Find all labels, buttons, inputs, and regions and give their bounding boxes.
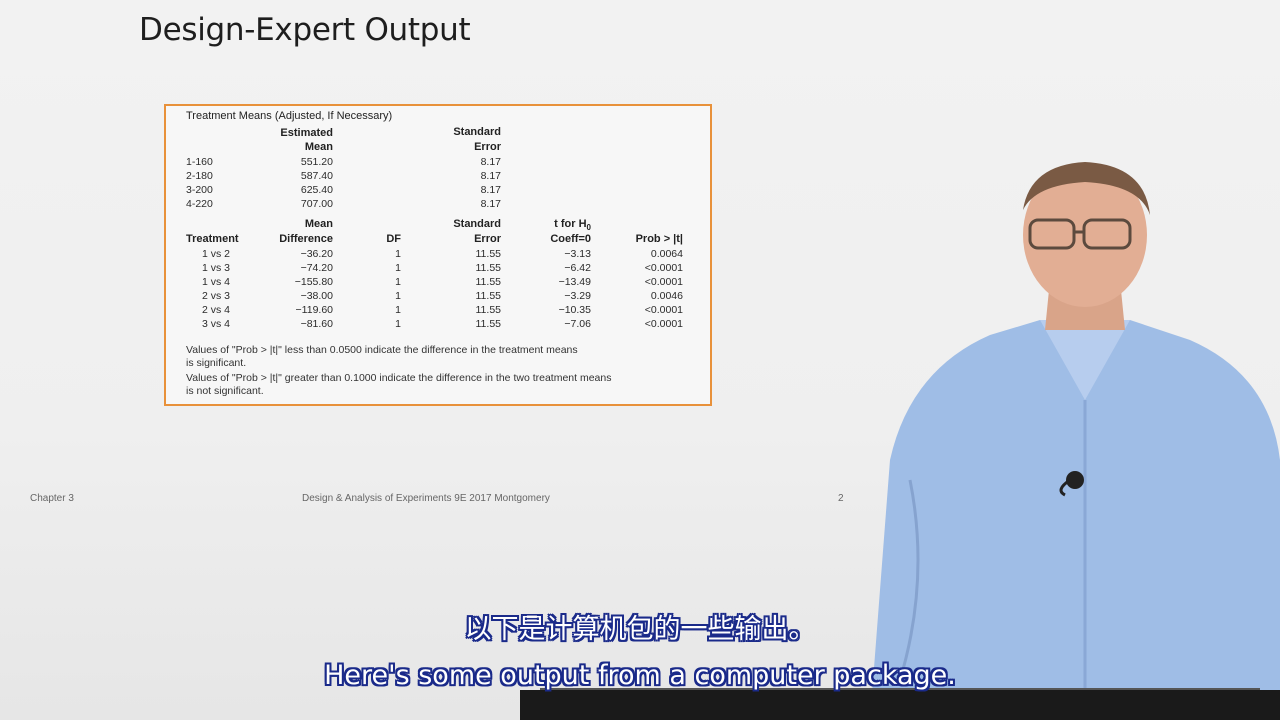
diff-row-difference: −36.20 bbox=[300, 248, 333, 260]
diff-row-treatment: 1 vs 2 bbox=[202, 248, 231, 260]
diff-row-prob: <0.0001 bbox=[644, 276, 683, 288]
standard-error-header-line2: Error bbox=[474, 141, 501, 153]
diff-row-difference: −38.00 bbox=[300, 290, 333, 302]
estimated-mean-header-line1: Estimated bbox=[280, 127, 333, 139]
diff-row-prob: 0.0046 bbox=[650, 290, 683, 302]
lapel-microphone bbox=[1066, 471, 1084, 489]
diff-row-t: −3.29 bbox=[564, 290, 591, 302]
presenter-shirt bbox=[870, 320, 1280, 720]
diff-row-prob: <0.0001 bbox=[644, 262, 683, 274]
subtitle-chinese: 以下是计算机包的一些输出。 bbox=[464, 614, 816, 645]
t-for-h0-header-line2: Coeff=0 bbox=[550, 233, 591, 245]
slide-title: Design-Expert Output bbox=[139, 12, 471, 48]
diff-row-difference: −155.80 bbox=[294, 276, 333, 288]
footer-page-number: 2 bbox=[838, 493, 844, 504]
means-row-mean: 707.00 bbox=[300, 198, 333, 210]
diff-row-difference: −119.60 bbox=[295, 304, 333, 316]
design-expert-output-box: Treatment Means (Adjusted, If Necessary)… bbox=[164, 104, 712, 406]
footer-book: Design & Analysis of Experiments 9E 2017… bbox=[302, 493, 550, 504]
mean-difference-header-line1: Mean bbox=[304, 218, 333, 230]
diff-row-difference: −74.20 bbox=[300, 262, 333, 274]
diff-row-se: 11.55 bbox=[475, 304, 502, 316]
means-row-label: 3-200 bbox=[186, 184, 213, 196]
treatment-header: Treatment bbox=[186, 233, 239, 245]
significance-note-1: Values of "Prob > |t|" less than 0.0500 … bbox=[186, 344, 578, 369]
means-row-se: 8.17 bbox=[480, 156, 501, 168]
means-row-se: 8.17 bbox=[480, 198, 501, 210]
df-header: DF bbox=[386, 233, 401, 245]
subtitle-english: Here's some output from a computer packa… bbox=[324, 660, 956, 691]
output-heading: Treatment Means (Adjusted, If Necessary) bbox=[186, 110, 393, 122]
mean-difference-header-line2: Difference bbox=[279, 233, 333, 245]
diff-row-difference: −81.60 bbox=[300, 318, 333, 330]
diff-row-t: −13.49 bbox=[558, 276, 591, 288]
diff-row-t: −3.13 bbox=[564, 248, 591, 260]
diff-row-t: −7.06 bbox=[564, 318, 591, 330]
diff-row-prob: <0.0001 bbox=[644, 304, 683, 316]
diff-row-prob: 0.0064 bbox=[650, 248, 683, 260]
diff-row-se: 11.55 bbox=[475, 276, 502, 288]
footer-chapter: Chapter 3 bbox=[30, 493, 74, 504]
diff-row-treatment: 3 vs 4 bbox=[202, 318, 231, 330]
diff-standard-error-header-line1: Standard bbox=[453, 218, 501, 230]
standard-error-header-line1: Standard bbox=[453, 126, 501, 138]
means-row-se: 8.17 bbox=[480, 170, 501, 182]
diff-row-treatment: 1 vs 4 bbox=[202, 276, 231, 288]
diff-row-se: 11.55 bbox=[475, 290, 502, 302]
diff-row-t: −10.35 bbox=[558, 304, 591, 316]
diff-row-treatment: 1 vs 3 bbox=[202, 262, 231, 274]
means-row-label: 2-180 bbox=[186, 170, 213, 182]
diff-row-df: 1 bbox=[395, 276, 401, 288]
diff-row-se: 11.55 bbox=[475, 318, 502, 330]
means-row-mean: 551.20 bbox=[300, 156, 333, 168]
diff-standard-error-header-line2: Error bbox=[474, 233, 501, 245]
podium bbox=[520, 690, 1280, 720]
diff-row-treatment: 2 vs 4 bbox=[202, 304, 231, 316]
diff-row-treatment: 2 vs 3 bbox=[202, 290, 231, 302]
means-row-se: 8.17 bbox=[480, 184, 501, 196]
diff-row-se: 11.55 bbox=[475, 262, 502, 274]
means-row-mean: 587.40 bbox=[300, 170, 333, 182]
diff-row-prob: <0.0001 bbox=[644, 318, 683, 330]
diff-row-df: 1 bbox=[395, 318, 401, 330]
diff-row-df: 1 bbox=[395, 290, 401, 302]
diff-row-df: 1 bbox=[395, 248, 401, 260]
means-row-mean: 625.40 bbox=[300, 184, 333, 196]
estimated-mean-header-line2: Mean bbox=[304, 141, 333, 153]
means-row-label: 1-160 bbox=[186, 156, 213, 168]
diff-row-t: −6.42 bbox=[564, 262, 591, 274]
diff-row-se: 11.55 bbox=[475, 248, 502, 260]
diff-row-df: 1 bbox=[395, 262, 401, 274]
t-for-h0-header-line1: t for H0 bbox=[554, 218, 591, 233]
presenter bbox=[870, 162, 1280, 720]
prob-header: Prob > |t| bbox=[635, 233, 683, 245]
diff-row-df: 1 bbox=[395, 304, 401, 316]
means-row-label: 4-220 bbox=[186, 198, 213, 210]
significance-note-2: Values of "Prob > |t|" greater than 0.10… bbox=[186, 372, 612, 397]
